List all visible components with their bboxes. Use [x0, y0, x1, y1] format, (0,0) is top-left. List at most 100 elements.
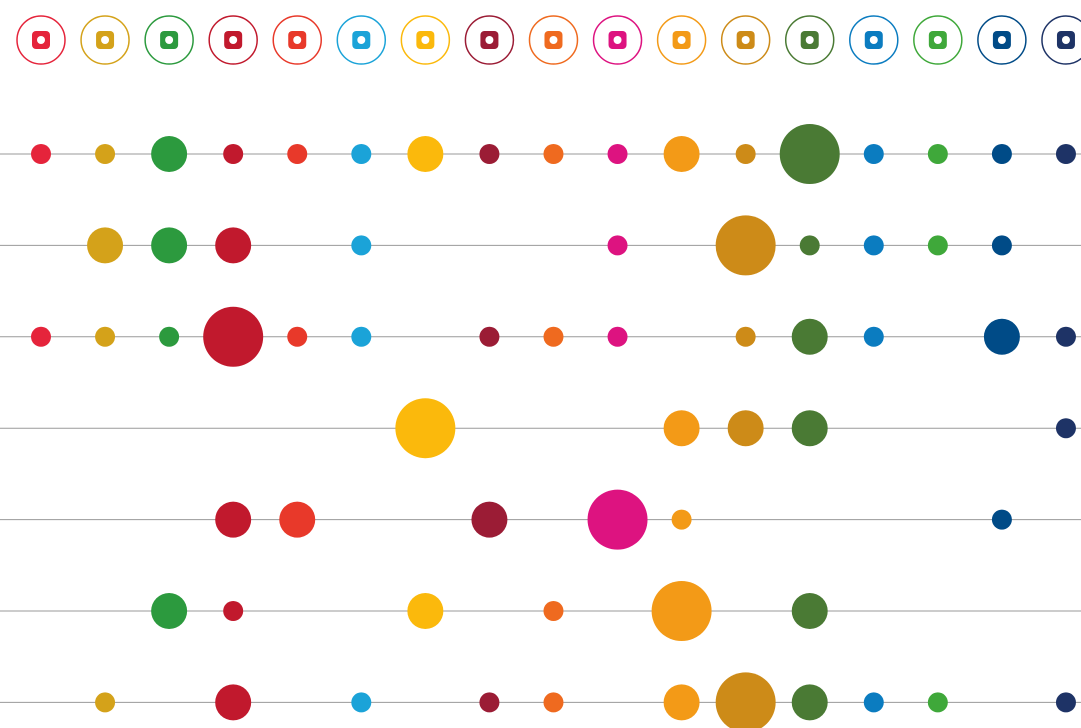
dot — [991, 509, 1012, 530]
dot — [31, 326, 51, 347]
goal-icon — [977, 15, 1027, 65]
dot — [351, 692, 372, 713]
dot — [87, 227, 124, 264]
goal-icon-glyph-dot — [933, 36, 942, 44]
dot — [95, 144, 116, 164]
dot — [863, 235, 884, 256]
goal-icon — [849, 15, 899, 65]
dot — [1055, 144, 1076, 164]
dot — [863, 326, 884, 347]
dot — [791, 593, 828, 629]
dot — [651, 581, 712, 641]
goal-icon — [80, 15, 130, 65]
dot — [279, 501, 316, 538]
dot — [151, 593, 188, 629]
dot — [791, 410, 828, 447]
dot — [31, 144, 51, 164]
dot — [543, 692, 564, 713]
dot — [607, 144, 628, 164]
goal-icon — [272, 15, 322, 65]
dot — [351, 326, 372, 347]
dot — [791, 318, 828, 355]
goal-icon-glyph-dot — [613, 36, 622, 44]
goal-icon — [208, 15, 258, 65]
dot — [1055, 418, 1076, 439]
goal-icon — [720, 15, 771, 65]
goal-icon-glyph-dot — [869, 36, 878, 44]
goal-icon — [592, 15, 643, 65]
goal-icon-glyph-dot — [485, 36, 494, 44]
dot — [351, 235, 372, 256]
dot — [471, 501, 508, 538]
goal-icon-glyph-dot — [741, 36, 750, 44]
dot — [215, 684, 252, 721]
goal-icon — [528, 15, 579, 65]
goal-icon — [784, 15, 835, 65]
dot — [927, 235, 948, 256]
goal-icon — [16, 15, 66, 65]
dot — [543, 326, 564, 347]
goal-icon-glyph-dot — [997, 36, 1006, 44]
goal-icon-glyph-dot — [549, 36, 558, 44]
dot — [863, 144, 884, 164]
dot — [735, 326, 756, 347]
goal-icon-glyph-dot — [677, 36, 686, 44]
goal-icon — [913, 15, 963, 65]
dot — [407, 136, 444, 172]
dot — [203, 306, 264, 367]
dot — [223, 144, 244, 164]
dot — [543, 601, 564, 621]
goal-icon-glyph-dot — [229, 36, 238, 44]
goal-icon-glyph-dot — [101, 36, 110, 44]
dot — [1055, 692, 1076, 713]
dot — [671, 509, 692, 530]
goal-icon — [656, 15, 707, 65]
goal-icon-glyph-dot — [357, 36, 366, 44]
dot — [791, 684, 828, 721]
dot — [715, 672, 776, 728]
dot — [715, 215, 776, 276]
dot — [95, 326, 116, 347]
dot — [1055, 326, 1076, 347]
dot — [215, 501, 252, 538]
dot — [607, 235, 628, 256]
dot — [983, 318, 1020, 355]
dot — [799, 235, 820, 256]
dot — [991, 144, 1012, 164]
goal-icon — [336, 15, 387, 65]
dot — [543, 144, 564, 164]
dot — [727, 410, 764, 447]
goal-icon-glyph-dot — [37, 36, 45, 44]
dot — [779, 124, 840, 184]
dot — [407, 593, 444, 629]
dot — [159, 326, 180, 347]
goal-icon — [400, 15, 451, 65]
dot — [587, 489, 648, 550]
goal-icon-glyph-dot — [421, 36, 430, 44]
goal-icon-glyph-dot — [1061, 36, 1070, 44]
goal-icon — [464, 15, 515, 65]
goal-icon-glyph-dot — [165, 36, 174, 44]
dot — [287, 326, 308, 347]
dot — [151, 136, 188, 172]
goal-icon-glyph-dot — [293, 36, 302, 44]
dot — [287, 144, 308, 164]
dot — [479, 144, 500, 164]
dot — [927, 692, 948, 713]
dot — [927, 144, 948, 164]
dot — [607, 326, 628, 347]
dot — [663, 410, 700, 447]
dot — [663, 136, 700, 172]
dot — [395, 398, 456, 459]
dot — [479, 326, 500, 347]
dot — [735, 144, 756, 164]
dot — [663, 684, 700, 721]
dot — [479, 692, 500, 713]
dot — [991, 235, 1012, 256]
dot — [863, 692, 884, 713]
goal-icon-glyph-dot — [805, 36, 814, 44]
dot — [151, 227, 188, 264]
goal-icon — [144, 15, 194, 65]
